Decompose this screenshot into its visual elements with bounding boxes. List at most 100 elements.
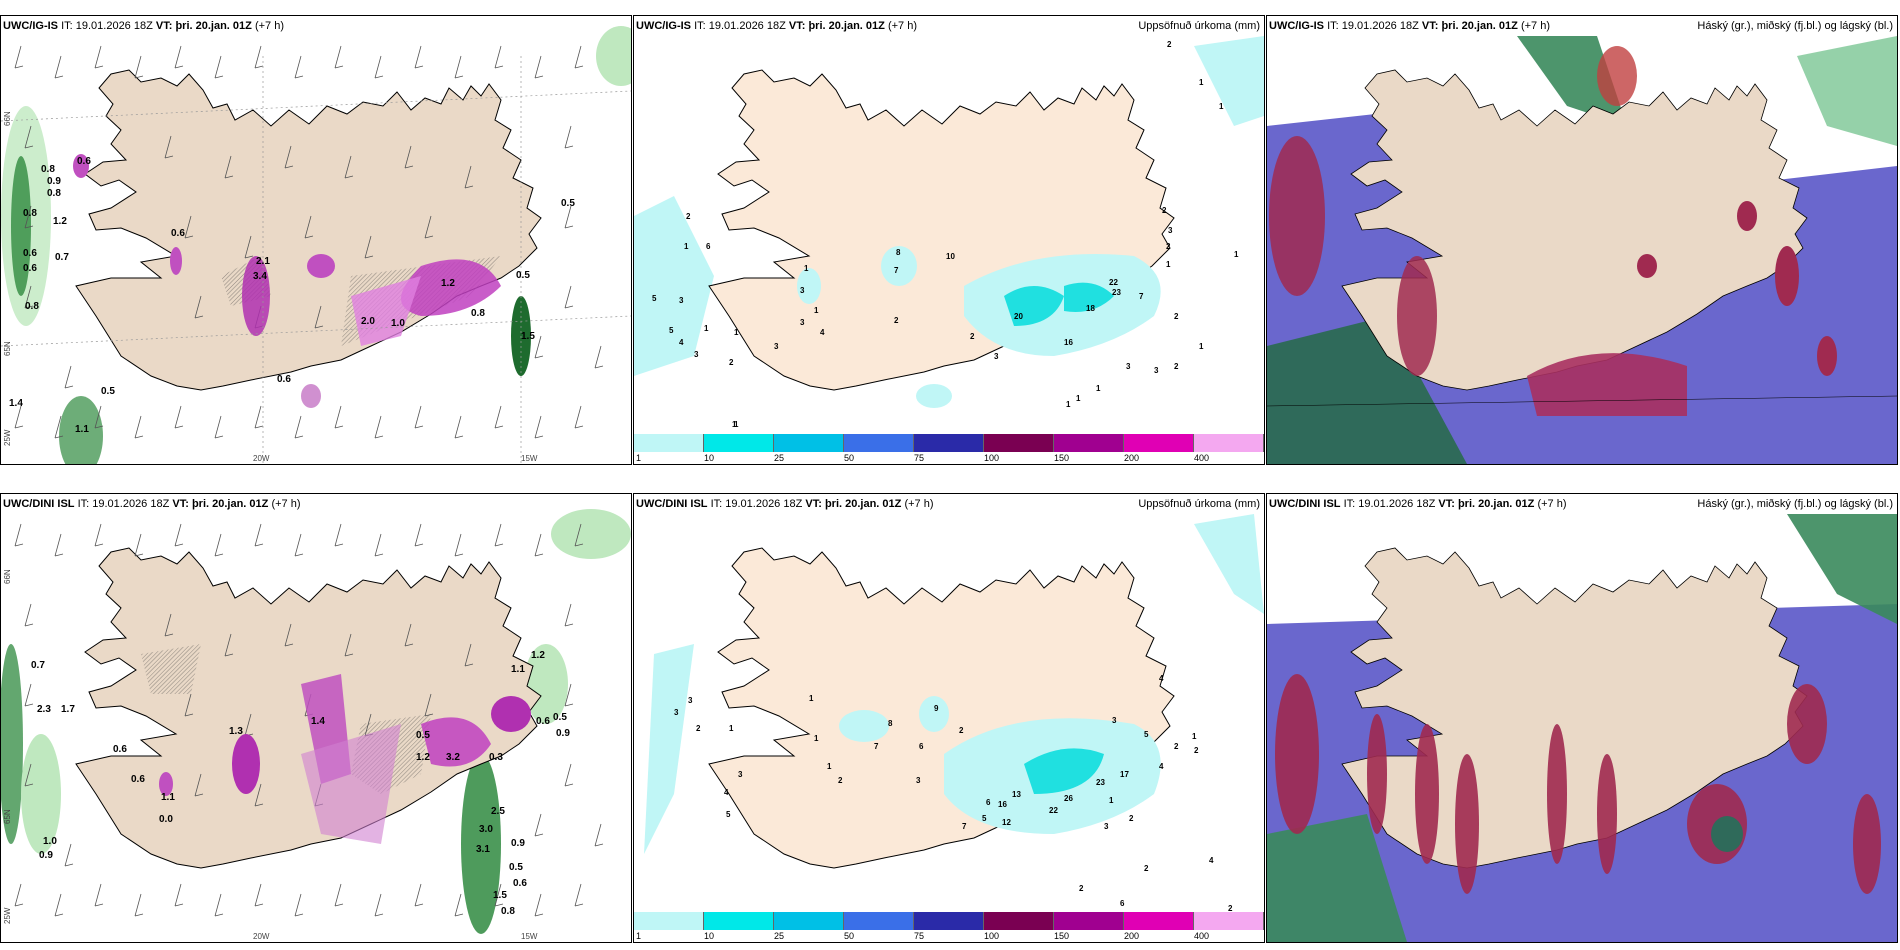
wind-label: 0.5: [516, 270, 530, 281]
colorbar-swatch: [1194, 912, 1264, 930]
wind-label: 0.6: [113, 744, 127, 755]
wind-label: 3.1: [476, 844, 490, 855]
wind-label: 1.2: [53, 216, 67, 227]
precip-label: 16: [998, 800, 1007, 809]
cloud-map: [1267, 16, 1897, 464]
colorbar-swatch: [1124, 434, 1194, 452]
wind-label: 0.8: [41, 164, 55, 175]
axis-lon20: 20W: [253, 454, 270, 463]
wind-label: 3.2: [446, 752, 460, 763]
wind-label: 0.7: [55, 252, 69, 263]
colorbar-tick: 25: [774, 931, 785, 941]
precip-label: 7: [962, 822, 967, 831]
axis-lon15: 15W: [521, 932, 538, 941]
precip-label: 6: [986, 798, 991, 807]
precip-label: 3: [694, 350, 699, 359]
wind-label: 0.6: [513, 878, 527, 889]
wind-label: 0.6: [536, 716, 550, 727]
precip-label: 4: [820, 328, 825, 337]
precip-label: 2: [1174, 312, 1179, 321]
wind-map: [1, 494, 631, 942]
precip-label: 26: [1064, 794, 1073, 803]
precip-label: 1: [734, 420, 739, 429]
precip-label: 2: [1144, 864, 1149, 873]
wind-label: 1.2: [416, 752, 430, 763]
precip-label: 2: [1166, 242, 1171, 251]
colorbar-tick: 100: [984, 931, 1000, 941]
precip-label: 6: [919, 742, 924, 751]
precip-label: 2: [1129, 814, 1134, 823]
wind-label: 1.0: [43, 836, 57, 847]
precip-label: 4: [724, 788, 729, 797]
precip-label: 20: [1014, 312, 1023, 321]
precip-label: 5: [982, 814, 987, 823]
precip-label: 7: [894, 266, 899, 275]
wind-label: 0.8: [47, 188, 61, 199]
precip-label: 18: [1086, 304, 1095, 313]
cloud-panel-dini: UWC/DINI ISL IT: 19.01.2026 18Z VT: þri.…: [1266, 493, 1898, 943]
colorbar-tick: 25: [774, 453, 785, 463]
colorbar-swatch: [774, 434, 844, 452]
colorbar-tick: 400: [1194, 453, 1210, 463]
precip-panel-igis: UWC/IG-IS IT: 19.01.2026 18Z VT: þri. 20…: [633, 15, 1265, 465]
wind-label: 1.4: [9, 398, 23, 409]
precip-label: 1: [1199, 342, 1204, 351]
wind-label: 1.1: [75, 424, 89, 435]
wind-label: 1.1: [511, 664, 525, 675]
cloud-title: Háský (gr.), miðský (fj.bl.) og lágský (…: [1697, 20, 1893, 32]
precip-label: 3: [1112, 716, 1117, 725]
panel-title: UWC/IG-IS IT: 19.01.2026 18Z VT: þri. 20…: [1269, 20, 1550, 32]
precip-label: 1: [1166, 260, 1171, 269]
panel-title: UWC/IG-IS IT: 19.01.2026 18Z VT: þri. 20…: [636, 20, 917, 32]
axis-lat66: 66N: [3, 569, 12, 584]
precip-label: 2: [1194, 746, 1199, 755]
precip-map: [634, 494, 1264, 942]
wind-label: 1.5: [493, 890, 507, 901]
precip-label: 1: [1096, 384, 1101, 393]
precip-label: 3: [800, 286, 805, 295]
colorbar-tick: 150: [1054, 931, 1070, 941]
colorbar-swatch: [914, 434, 984, 452]
precip-label: 3: [1154, 366, 1159, 375]
wind-panel-igis: UWC/IG-IS IT: 19.01.2026 18Z VT: þri. 20…: [0, 15, 632, 465]
axis-lat65: 65N: [3, 341, 12, 356]
colorbar-swatch: [914, 912, 984, 930]
precip-label: 5: [669, 326, 674, 335]
colorbar-swatch: [1054, 912, 1124, 930]
precip-label: 1: [732, 420, 737, 429]
precip-label: 1: [1199, 78, 1204, 87]
wind-label: 2.0: [361, 316, 375, 327]
precip-map: [634, 16, 1264, 464]
precip-label: 7: [1139, 292, 1144, 301]
precip-label: 2: [894, 316, 899, 325]
precip-label: 10: [946, 252, 955, 261]
wind-label: 0.8: [471, 308, 485, 319]
precip-label: 8: [896, 248, 901, 257]
precip-label: 1: [734, 328, 739, 337]
precip-label: 4: [1209, 856, 1214, 865]
precip-label: 1: [704, 324, 709, 333]
panel-title: UWC/DINI ISL IT: 19.01.2026 18Z VT: þri.…: [1269, 498, 1567, 510]
precip-label: 6: [1120, 899, 1125, 908]
colorbar-swatch: [844, 434, 914, 452]
wind-label: 0.7: [31, 660, 45, 671]
colorbar-tick: 1: [636, 931, 642, 941]
precip-label: 17: [1120, 770, 1129, 779]
wind-label: 0.6: [77, 156, 91, 167]
precip-label: 2: [1228, 904, 1233, 913]
wind-label: 0.6: [131, 774, 145, 785]
colorbar-swatch: [634, 434, 704, 452]
precip-label: 2: [729, 358, 734, 367]
cloud-map: [1267, 494, 1897, 942]
axis-lon20: 20W: [253, 932, 270, 941]
colorbar-swatch: [1194, 434, 1264, 452]
precip-label: 22: [1109, 278, 1118, 287]
wind-label: 1.2: [531, 650, 545, 661]
colorbar-tick: 50: [844, 931, 855, 941]
colorbar-tick: 200: [1124, 931, 1140, 941]
precip-label: 1: [729, 724, 734, 733]
precip-label: 2: [959, 726, 964, 735]
precip-label: 3: [994, 352, 999, 361]
colorbar-swatch: [844, 912, 914, 930]
precip-label: 3: [679, 296, 684, 305]
